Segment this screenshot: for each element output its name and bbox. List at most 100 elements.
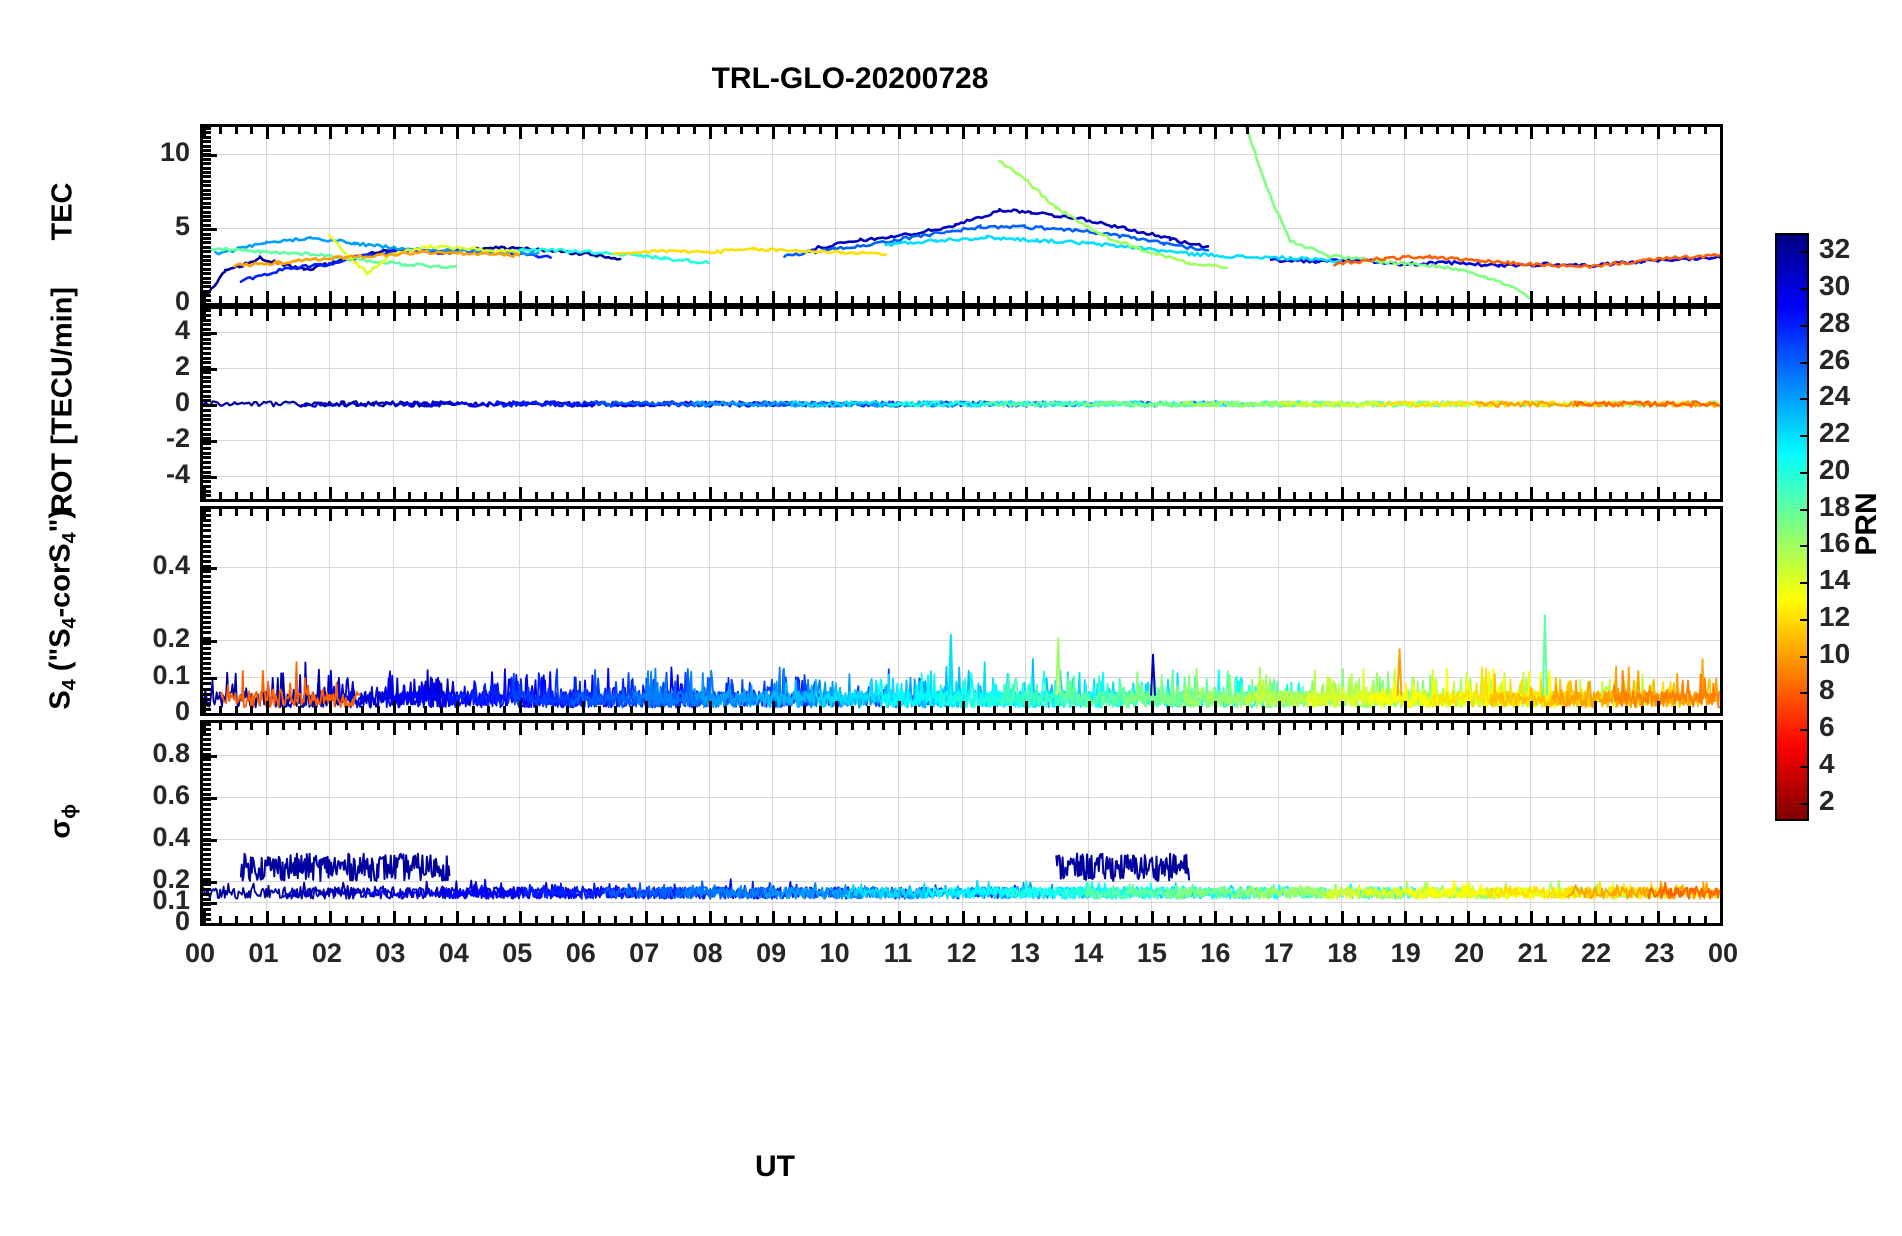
x-tick-mark bbox=[1419, 509, 1423, 516]
x-tick-mark bbox=[756, 723, 760, 730]
y-minor-tick-mark bbox=[203, 223, 211, 227]
x-tick-mark bbox=[629, 916, 633, 923]
x-tick-mark bbox=[1561, 127, 1565, 134]
data-series-line bbox=[1612, 670, 1720, 709]
x-tick-mark bbox=[1324, 723, 1328, 730]
x-tick-mark bbox=[550, 916, 554, 923]
x-tick-mark bbox=[345, 492, 349, 499]
x-tick-mark bbox=[218, 296, 222, 303]
x-tick-mark bbox=[613, 723, 617, 730]
x-tick-mark bbox=[1056, 509, 1060, 516]
colorbar-tick-mark bbox=[1800, 618, 1809, 621]
x-tick-mark bbox=[1151, 723, 1155, 735]
x-tick-mark bbox=[1245, 309, 1249, 316]
x-tick-label: 16 bbox=[1200, 938, 1231, 968]
x-tick-mark bbox=[1119, 723, 1123, 730]
x-tick-mark bbox=[234, 706, 238, 713]
gridline-horizontal bbox=[203, 754, 1720, 756]
y-minor-tick-mark bbox=[203, 276, 211, 280]
colorbar-gradient bbox=[1775, 233, 1809, 821]
x-tick-mark bbox=[740, 916, 744, 923]
y-minor-tick-mark bbox=[203, 465, 211, 469]
x-tick-mark bbox=[1309, 509, 1313, 516]
x-tick-mark bbox=[329, 509, 333, 521]
x-tick-mark bbox=[519, 291, 523, 303]
x-tick-mark bbox=[1688, 706, 1692, 713]
x-tick-label: 18 bbox=[1327, 938, 1358, 968]
x-tick-mark bbox=[598, 723, 602, 730]
y-minor-tick-mark bbox=[203, 519, 211, 523]
x-tick-mark bbox=[1609, 492, 1613, 499]
x-tick-mark bbox=[1419, 916, 1423, 923]
x-tick-mark bbox=[1672, 916, 1676, 923]
x-tick-mark bbox=[1056, 296, 1060, 303]
x-tick-mark bbox=[945, 309, 949, 316]
x-tick-mark bbox=[1293, 492, 1297, 499]
x-tick-mark bbox=[361, 916, 365, 923]
y-minor-tick-mark bbox=[203, 131, 211, 135]
y-minor-tick-mark bbox=[203, 263, 211, 267]
x-tick-mark bbox=[1467, 127, 1471, 139]
x-tick-mark bbox=[487, 309, 491, 316]
data-series-line bbox=[1396, 648, 1403, 696]
gridline-vertical bbox=[771, 723, 773, 923]
x-tick-mark bbox=[1277, 487, 1281, 499]
x-tick-mark bbox=[471, 296, 475, 303]
x-tick-mark bbox=[1720, 701, 1723, 713]
x-tick-mark bbox=[692, 916, 696, 923]
x-tick-mark bbox=[1514, 706, 1518, 713]
y-tick-label-rot: 0 bbox=[174, 387, 190, 417]
x-tick-mark bbox=[534, 916, 538, 923]
x-tick-mark bbox=[708, 291, 712, 303]
x-tick-mark bbox=[692, 509, 696, 516]
x-tick-mark bbox=[1309, 706, 1313, 713]
x-tick-mark bbox=[1435, 309, 1439, 316]
x-tick-mark bbox=[819, 916, 823, 923]
x-tick-mark bbox=[329, 291, 333, 303]
x-tick-mark bbox=[471, 916, 475, 923]
y-minor-tick-mark bbox=[203, 380, 211, 384]
x-tick-mark bbox=[203, 291, 206, 303]
gridline-vertical bbox=[519, 509, 521, 713]
x-tick-mark bbox=[266, 309, 270, 321]
x-tick-mark bbox=[582, 911, 586, 923]
x-tick-mark bbox=[977, 492, 981, 499]
x-tick-mark bbox=[440, 309, 444, 316]
x-tick-mark bbox=[1546, 706, 1550, 713]
x-tick-mark bbox=[1024, 911, 1028, 923]
colorbar-tick-mark bbox=[1800, 398, 1809, 401]
x-tick-mark bbox=[1293, 916, 1297, 923]
x-tick-mark bbox=[1704, 127, 1708, 134]
x-tick-mark bbox=[1625, 492, 1629, 499]
x-tick-mark bbox=[1008, 723, 1012, 730]
y-minor-tick-mark bbox=[203, 549, 211, 553]
x-tick-mark bbox=[850, 916, 854, 923]
x-tick-mark bbox=[945, 492, 949, 499]
x-tick-mark bbox=[1277, 127, 1281, 139]
y-minor-tick-mark bbox=[203, 843, 211, 846]
y-minor-tick-mark bbox=[203, 370, 211, 374]
colorbar-tick-mark bbox=[1800, 655, 1809, 658]
x-tick-mark bbox=[898, 509, 902, 521]
data-series-line bbox=[808, 207, 1210, 252]
x-tick-mark bbox=[1119, 127, 1123, 134]
x-tick-mark bbox=[1546, 509, 1550, 516]
x-tick-mark bbox=[313, 492, 317, 499]
y-minor-tick-mark bbox=[203, 281, 211, 284]
x-tick-mark bbox=[1008, 916, 1012, 923]
x-tick-mark bbox=[1024, 309, 1028, 321]
x-tick-mark bbox=[756, 296, 760, 303]
x-tick-mark bbox=[993, 706, 997, 713]
gridline-horizontal bbox=[203, 901, 1720, 903]
x-tick-mark bbox=[503, 127, 507, 134]
y-minor-tick-mark bbox=[203, 733, 211, 736]
x-tick-mark bbox=[1056, 916, 1060, 923]
y-minor-tick-mark bbox=[203, 738, 211, 741]
x-tick-mark bbox=[345, 509, 349, 516]
x-tick-mark bbox=[1198, 492, 1202, 499]
x-tick-mark bbox=[550, 309, 554, 316]
y-minor-tick-mark bbox=[203, 646, 211, 650]
x-tick-mark bbox=[218, 509, 222, 516]
y-minor-tick-mark bbox=[203, 888, 211, 891]
y-minor-tick-mark bbox=[203, 793, 211, 796]
